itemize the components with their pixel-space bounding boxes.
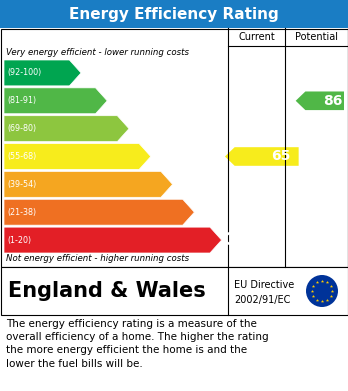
- Text: Not energy efficient - higher running costs: Not energy efficient - higher running co…: [6, 254, 189, 263]
- Polygon shape: [225, 147, 299, 166]
- Text: The energy efficiency rating is a measure of the
overall efficiency of a home. T: The energy efficiency rating is a measur…: [6, 319, 269, 369]
- Text: 65: 65: [271, 149, 290, 163]
- Text: D: D: [152, 147, 166, 165]
- Polygon shape: [4, 227, 222, 253]
- Text: Potential: Potential: [295, 32, 338, 42]
- Text: (55-68): (55-68): [7, 152, 36, 161]
- Text: (1-20): (1-20): [7, 235, 31, 245]
- Text: G: G: [223, 231, 236, 249]
- Text: Current: Current: [238, 32, 275, 42]
- Text: (21-38): (21-38): [7, 208, 36, 217]
- Polygon shape: [4, 199, 194, 225]
- Text: (39-54): (39-54): [7, 180, 36, 189]
- Bar: [0, 267, 348, 315]
- Circle shape: [306, 275, 338, 307]
- Text: F: F: [195, 203, 207, 221]
- Text: B: B: [108, 92, 121, 110]
- Text: C: C: [130, 120, 142, 138]
- Bar: [0, 29, 348, 267]
- Polygon shape: [4, 171, 173, 197]
- Polygon shape: [4, 60, 81, 86]
- Text: (92-100): (92-100): [7, 68, 41, 77]
- Text: A: A: [82, 64, 95, 82]
- Text: (69-80): (69-80): [7, 124, 36, 133]
- Text: England & Wales: England & Wales: [8, 281, 206, 301]
- Text: 86: 86: [323, 94, 342, 108]
- Bar: [0, 0, 348, 28]
- Polygon shape: [296, 91, 344, 110]
- Polygon shape: [4, 116, 129, 142]
- Text: Very energy efficient - lower running costs: Very energy efficient - lower running co…: [6, 48, 189, 57]
- Text: E: E: [174, 175, 185, 194]
- Text: Energy Efficiency Rating: Energy Efficiency Rating: [69, 7, 279, 22]
- Text: EU Directive: EU Directive: [234, 280, 294, 290]
- Text: (81-91): (81-91): [7, 96, 36, 105]
- Polygon shape: [4, 143, 151, 169]
- Text: 2002/91/EC: 2002/91/EC: [234, 295, 290, 305]
- Polygon shape: [4, 88, 107, 114]
